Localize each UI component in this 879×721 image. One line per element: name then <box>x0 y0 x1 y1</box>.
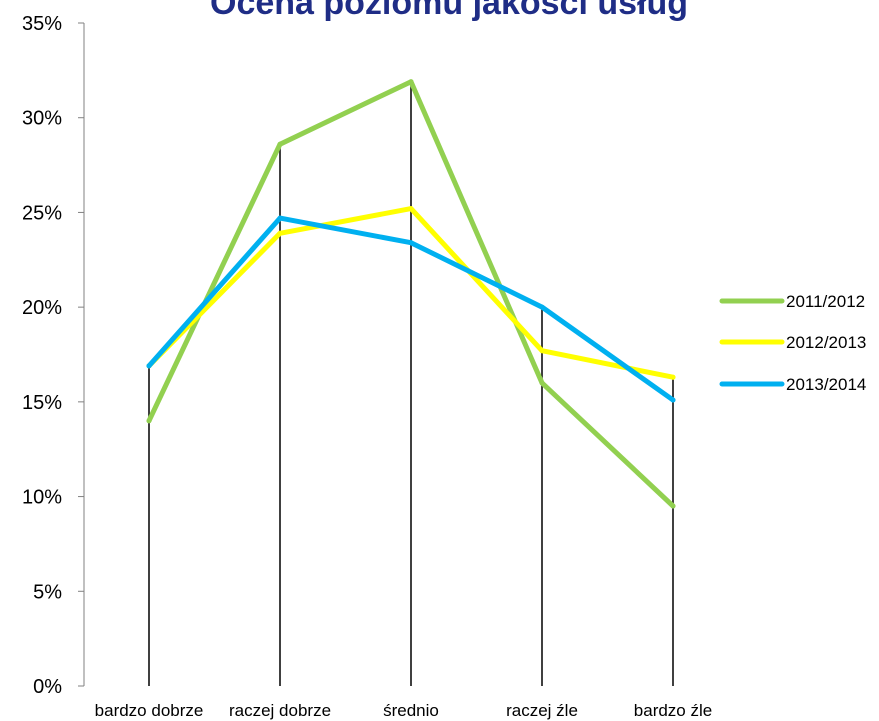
y-tick-label: 15% <box>22 392 62 414</box>
y-tick-label: 35% <box>22 13 62 35</box>
y-tick-label: 0% <box>33 676 62 698</box>
y-tick-label: 10% <box>22 487 62 509</box>
x-category-label: średnio <box>383 701 439 720</box>
data-point <box>408 206 414 212</box>
legend-label: 2013/2014 <box>786 375 866 394</box>
data-point <box>539 304 545 310</box>
y-tick-label: 20% <box>22 297 62 319</box>
data-point <box>670 374 676 380</box>
y-tick-label: 5% <box>33 581 62 603</box>
data-point <box>539 348 545 354</box>
data-point <box>277 215 283 221</box>
x-category-label: bardzo dobrze <box>95 701 204 720</box>
data-point <box>670 397 676 403</box>
data-point <box>277 230 283 236</box>
y-tick-label: 30% <box>22 108 62 130</box>
data-point <box>539 380 545 386</box>
data-point <box>146 363 152 369</box>
chart-title: Ocena poziomu jakości usług <box>210 0 688 22</box>
data-point <box>277 141 283 147</box>
x-category-label: raczej źle <box>506 701 578 720</box>
data-point <box>670 503 676 509</box>
legend-label: 2011/2012 <box>786 292 865 311</box>
y-tick-label: 25% <box>22 202 62 224</box>
data-point <box>408 240 414 246</box>
x-category-label: bardzo źle <box>634 701 712 720</box>
data-point <box>146 418 152 424</box>
x-category-label: raczej dobrze <box>229 701 331 720</box>
legend-label: 2012/2013 <box>786 333 866 352</box>
data-point <box>408 79 414 85</box>
